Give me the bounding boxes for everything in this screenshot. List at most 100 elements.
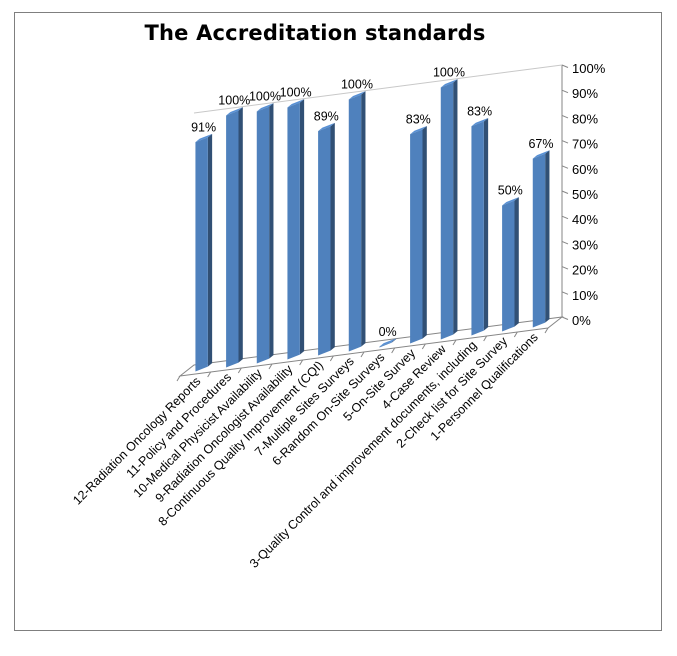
bar [287,99,305,360]
data-label: 50% [498,184,523,198]
category-tick-mark [299,359,304,366]
bar [410,125,427,344]
bar-side [422,125,427,339]
data-label: 67% [528,137,553,151]
value-tick-mark [561,114,569,119]
bar-front [256,106,270,364]
category-tick-mark [421,343,426,350]
bar-top [195,133,213,143]
bar-top [379,338,397,347]
value-tick-label: 20% [572,263,598,278]
data-label: 100% [249,90,281,104]
category-tick-mark [207,371,212,378]
category-tick-mark [268,363,273,370]
value-tick-label: 10% [572,288,598,303]
chart-title: The Accreditation standards [144,21,486,45]
bar-side [514,197,519,327]
value-tick-label: 70% [572,137,598,152]
bar-top [502,197,519,206]
bar-top [440,79,458,88]
bars [195,79,550,372]
data-label: 89% [314,109,339,123]
bar-side [238,107,243,363]
value-tick-label: 40% [572,212,598,227]
value-tick-label: 80% [572,111,598,126]
bar [318,122,335,356]
value-tick-mark [561,266,569,270]
data-label: 100% [433,66,465,80]
bar-top [287,99,305,108]
bar-front [226,110,239,368]
value-tick-mark [561,89,569,94]
bar-front [440,82,454,340]
value-tick-label: 0% [572,313,591,328]
data-label: 83% [467,104,492,118]
value-tick-mark [561,190,569,194]
category-tick-mark [452,339,457,346]
data-label: 83% [406,112,431,126]
bar [348,91,366,352]
category-tick-mark [329,355,334,362]
category-tick-mark [483,335,488,342]
data-labels: 91%100%100%100%89%100%0%83%100%83%50%67% [191,66,553,339]
bar [226,107,243,368]
bar-side [207,133,213,367]
bar-front [348,94,362,352]
value-tick-mark [561,215,569,220]
bar-side [299,99,305,355]
bar-side [453,79,458,335]
data-label: 0% [379,325,397,339]
bar-front [502,200,515,332]
category-tick-mark [360,351,365,358]
bar-top [226,107,243,116]
bar-top [256,103,274,112]
bar-front [379,341,392,348]
chart-frame: The Accreditation standards [14,12,662,631]
category-tick-mark [544,327,549,334]
bar-top [348,91,366,100]
bar-top [318,122,335,132]
category-label: 1-Personnel Qualifications [428,330,541,443]
bar-front [410,129,423,344]
category-tick-mark [391,347,396,354]
value-tick-label: 100% [572,61,606,76]
category-tick-mark [176,375,181,382]
bar [502,197,519,332]
data-label: 100% [280,86,312,100]
data-label: 100% [341,78,373,92]
bar [471,117,489,336]
data-label: 91% [191,120,216,134]
bar-side [545,150,550,323]
bar-front [195,137,208,372]
category-tick-mark [513,331,518,338]
bar-side [330,122,335,351]
value-tick-mark [561,240,569,245]
bar [440,79,458,340]
bar-side [361,91,366,347]
value-tick-mark [561,291,569,295]
value-tick-label: 30% [572,237,598,252]
value-tick-mark [561,64,569,68]
value-tick-mark [561,316,569,320]
bar-front [471,121,484,336]
bar-front [318,126,331,356]
value-tick-mark [561,165,569,169]
bar-side [483,117,489,331]
bar [256,103,274,364]
bar-front [287,102,300,360]
bar-side [391,338,397,343]
value-tick-mark [561,140,569,144]
value-tick-label: 60% [572,162,598,177]
bar-top [410,125,427,135]
category-axis-ticks [176,327,549,382]
value-tick-label: 50% [572,187,598,202]
data-label: 100% [218,94,250,108]
bar [532,150,550,328]
bar-front [532,153,546,328]
value-axis-ticks: 0% 10% 20% 30% 40% 50% 60% 70% 80% 90% 100% [561,61,606,328]
back-wall-top-edge [193,64,563,114]
bar [195,133,213,372]
bar [379,338,397,348]
